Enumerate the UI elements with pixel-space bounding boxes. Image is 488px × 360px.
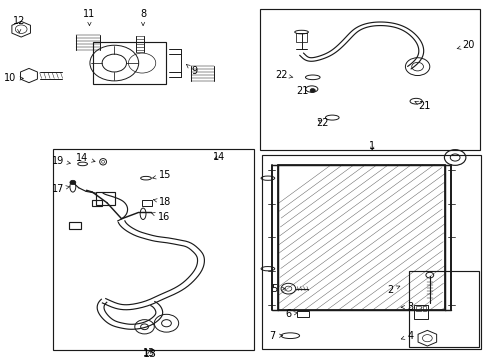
Text: 11: 11: [83, 9, 95, 26]
Bar: [93, 42, 166, 85]
Bar: [415, 306, 420, 311]
Text: 8: 8: [140, 9, 146, 26]
Text: 10: 10: [4, 73, 23, 84]
Text: 15: 15: [152, 170, 171, 180]
Text: 20: 20: [456, 40, 474, 50]
Bar: [96, 192, 115, 205]
Text: 19: 19: [52, 156, 70, 166]
Bar: [53, 149, 254, 350]
Bar: [408, 271, 478, 347]
Text: 9: 9: [186, 64, 198, 76]
Bar: [262, 155, 481, 349]
Text: 4: 4: [401, 331, 412, 341]
Text: 13: 13: [143, 348, 155, 358]
Text: 18: 18: [153, 197, 171, 207]
Bar: [422, 306, 425, 311]
Bar: [277, 165, 445, 310]
Text: 12: 12: [13, 16, 25, 33]
Bar: [297, 311, 309, 317]
Text: 17: 17: [52, 184, 70, 194]
Text: 1: 1: [368, 141, 375, 151]
Text: 14: 14: [75, 153, 95, 162]
Text: 21: 21: [414, 101, 430, 111]
Circle shape: [70, 180, 76, 185]
Circle shape: [310, 89, 315, 92]
Bar: [92, 200, 102, 206]
Text: 16: 16: [151, 212, 170, 222]
Text: 2: 2: [387, 285, 399, 295]
Text: 7: 7: [269, 331, 282, 341]
Text: 6: 6: [285, 309, 297, 319]
Text: 22: 22: [316, 118, 328, 127]
Text: 3: 3: [401, 302, 412, 312]
Text: 21: 21: [295, 86, 314, 95]
Text: 13: 13: [142, 348, 156, 359]
Bar: [295, 33, 307, 42]
Text: 5: 5: [271, 284, 285, 294]
Bar: [260, 9, 479, 150]
Bar: [69, 222, 81, 229]
Bar: [277, 165, 445, 310]
Bar: [413, 305, 427, 319]
Text: 14: 14: [213, 152, 225, 162]
Bar: [142, 199, 152, 206]
Text: 22: 22: [274, 70, 292, 80]
